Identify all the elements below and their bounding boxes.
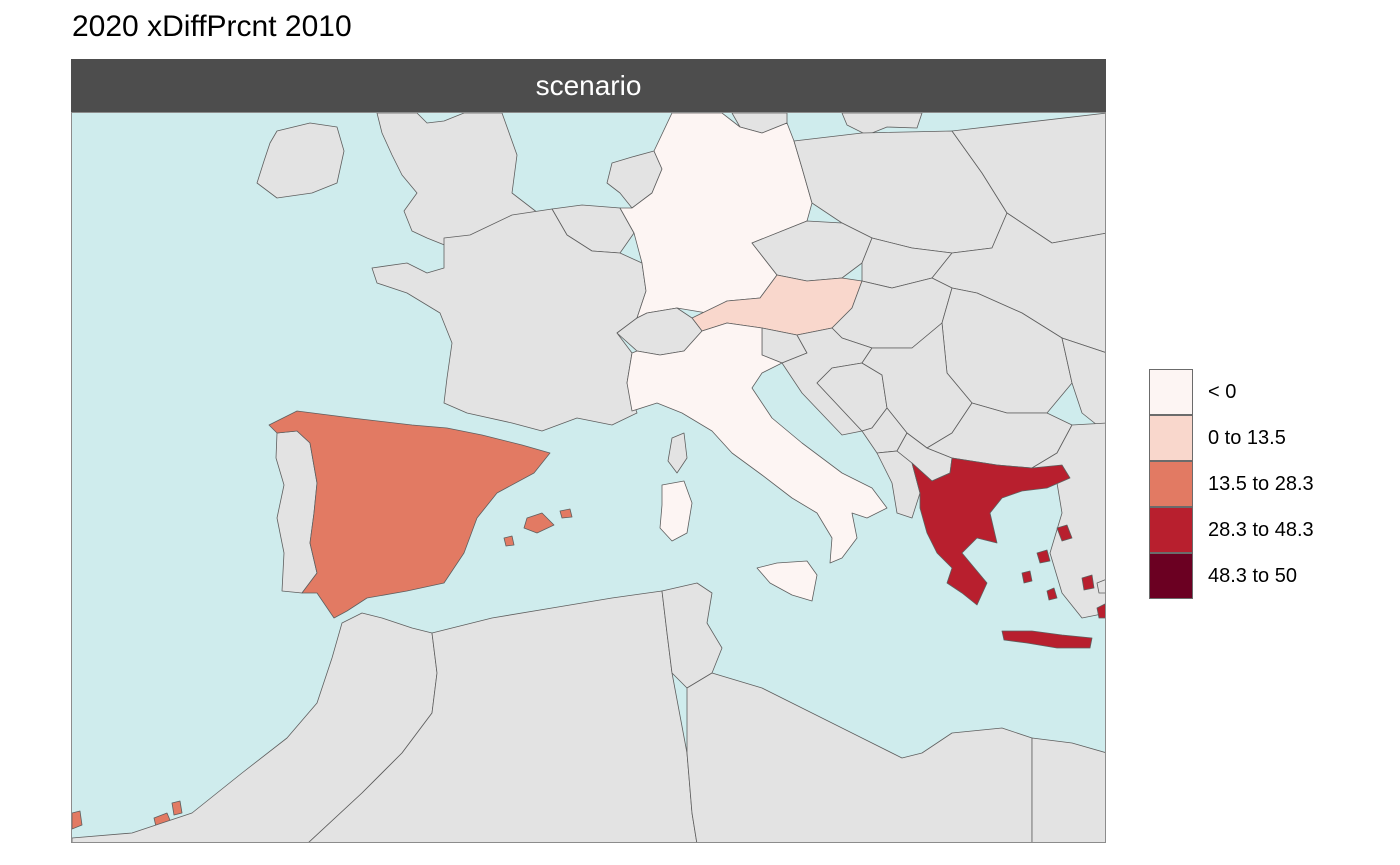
greek-island-2 bbox=[1036, 549, 1051, 564]
legend-label: 13.5 to 28.3 bbox=[1208, 472, 1314, 495]
legend-label: 48.3 to 50 bbox=[1208, 564, 1297, 587]
cyprus bbox=[1096, 579, 1105, 594]
plot-title: 2020 xDiffPrcnt 2010 bbox=[72, 10, 352, 43]
legend-label: 28.3 to 48.3 bbox=[1208, 518, 1314, 541]
greek-island-6 bbox=[1096, 603, 1105, 619]
map-panel bbox=[71, 112, 1106, 843]
legend: < 0 0 to 13.5 13.5 to 28.3 28.3 to 48.3 … bbox=[1149, 369, 1314, 599]
spain bbox=[268, 410, 551, 619]
legend-swatch bbox=[1149, 460, 1193, 507]
legend-swatch bbox=[1149, 369, 1193, 415]
legend-item: 28.3 to 48.3 bbox=[1149, 506, 1314, 553]
corsica bbox=[667, 432, 688, 474]
greek-island-5 bbox=[1046, 587, 1058, 601]
legend-item: 13.5 to 28.3 bbox=[1149, 460, 1314, 507]
sweden bbox=[841, 113, 923, 136]
france bbox=[371, 208, 647, 432]
moldova bbox=[1061, 337, 1105, 432]
choropleth-map bbox=[72, 113, 1105, 842]
facet-label: scenario bbox=[535, 69, 642, 101]
morocco bbox=[72, 612, 438, 842]
egypt bbox=[1031, 737, 1105, 842]
legend-swatch bbox=[1149, 552, 1193, 599]
canary-3 bbox=[72, 810, 83, 830]
greek-island-3 bbox=[1021, 570, 1033, 584]
greece bbox=[911, 457, 1071, 606]
greek-island-4 bbox=[1081, 574, 1095, 591]
legend-swatch bbox=[1149, 506, 1193, 553]
sicily bbox=[756, 560, 818, 602]
canary-2 bbox=[171, 800, 183, 816]
legend-item: < 0 bbox=[1149, 369, 1314, 415]
libya bbox=[686, 672, 1033, 842]
crete bbox=[1001, 630, 1093, 649]
ireland bbox=[256, 122, 345, 199]
tunisia bbox=[661, 582, 723, 689]
portugal bbox=[275, 430, 318, 594]
ibiza bbox=[503, 535, 515, 547]
greek-island-1 bbox=[1056, 524, 1073, 542]
legend-item: 48.3 to 50 bbox=[1149, 552, 1314, 599]
legend-label: < 0 bbox=[1208, 380, 1237, 403]
legend-swatch bbox=[1149, 414, 1193, 461]
mallorca bbox=[523, 512, 555, 534]
legend-item: 0 to 13.5 bbox=[1149, 414, 1314, 461]
facet-strip: scenario bbox=[71, 59, 1106, 112]
sardinia bbox=[659, 480, 693, 542]
italy bbox=[626, 322, 888, 564]
menorca bbox=[559, 508, 573, 519]
legend-label: 0 to 13.5 bbox=[1208, 426, 1286, 449]
